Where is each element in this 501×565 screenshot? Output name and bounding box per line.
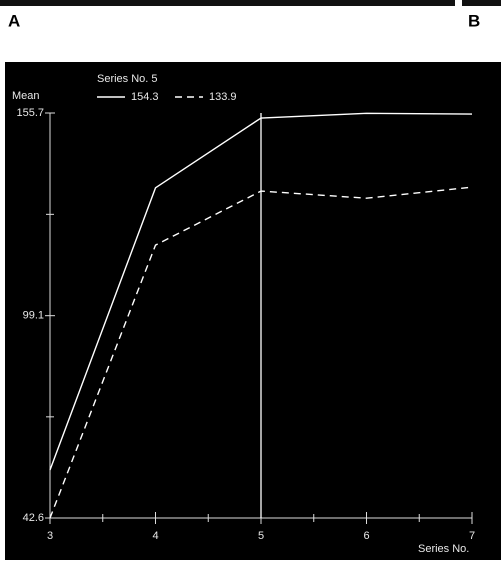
y-tick-label: 99.1	[23, 310, 44, 322]
cursor-label: Series No. 5	[97, 73, 158, 85]
x-tick-label: 4	[152, 530, 158, 542]
top-strip	[0, 0, 455, 6]
x-tick-label: 6	[363, 530, 369, 542]
top-strip	[462, 0, 501, 6]
legend-label: 154.3	[131, 91, 159, 103]
plot-panel	[5, 62, 501, 560]
panel-label: B	[468, 11, 480, 30]
figure: A B Series No. 5 Mean Series No. 42.6 99.…	[0, 0, 501, 560]
x-tick-label: 3	[47, 530, 53, 542]
y-tick-label: 155.7	[16, 107, 44, 119]
x-tick-label: 7	[469, 530, 475, 542]
panel-label: A	[8, 11, 20, 30]
y-axis-label: Mean	[12, 90, 40, 102]
page: A B Series No. 5 Mean Series No. 42.6 99.…	[0, 0, 501, 560]
x-tick-label: 5	[258, 530, 264, 542]
x-axis-label: Series No.	[418, 543, 469, 555]
legend-label: 133.9	[209, 91, 237, 103]
y-tick-label: 42.6	[23, 512, 44, 524]
